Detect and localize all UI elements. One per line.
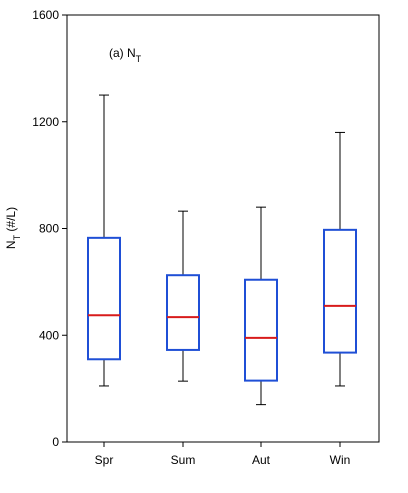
y-axis-label-subscript: T — [12, 234, 22, 240]
x-tick-label: Sum — [171, 453, 196, 467]
x-tick-label: Spr — [95, 453, 114, 467]
x-tick-label: Win — [330, 453, 351, 467]
y-tick-label: 1200 — [32, 115, 59, 129]
box-group-sum — [166, 210, 200, 382]
y-axis: 0 400 800 1200 1600 — [32, 8, 67, 449]
plot-frame — [66, 14, 380, 443]
iqr-box — [87, 236, 121, 361]
y-tick-label: 1600 — [32, 8, 59, 22]
x-tick-label: Aut — [252, 453, 271, 467]
panel-label: (a) NT — [109, 46, 142, 64]
box-group-spr — [87, 94, 121, 387]
panel-label-prefix: (a) N — [109, 46, 136, 60]
boxes — [87, 94, 357, 406]
y-axis-label-main: N — [4, 240, 18, 249]
y-axis-label-suffix: (#/L) — [4, 207, 18, 235]
y-tick-label: 0 — [52, 435, 59, 449]
iqr-box — [323, 228, 357, 354]
panel-label-subscript: T — [136, 54, 142, 64]
y-axis-label: NT (#/L) — [4, 207, 22, 249]
y-tick-label: 400 — [39, 328, 59, 342]
y-tick-label: 800 — [39, 222, 59, 236]
x-axis: Spr Sum Aut Win — [95, 442, 351, 467]
box-group-aut — [244, 206, 278, 406]
box-group-win — [323, 131, 357, 387]
iqr-box — [166, 274, 200, 351]
iqr-box — [244, 278, 278, 382]
